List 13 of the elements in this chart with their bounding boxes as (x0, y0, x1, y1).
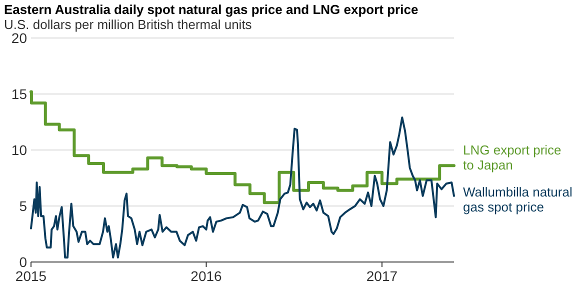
chart-title: Eastern Australia daily spot natural gas price and LNG export price (4, 2, 418, 17)
y-tick-label: 0 (19, 254, 28, 270)
series-label: Wallumbilla natural gas spot price (463, 184, 572, 215)
series-label: LNG export price to Japan (463, 142, 562, 173)
y-tick-label: 15 (11, 86, 28, 102)
chart-subtitle: U.S. dollars per million British thermal units (4, 17, 252, 32)
x-tick-label: 2017 (366, 268, 398, 284)
line-series (30, 116, 455, 259)
x-tick-label: 2016 (190, 268, 222, 284)
y-tick-label: 20 (11, 30, 28, 46)
y-tick-label: 10 (11, 142, 28, 158)
x-tick-label: 2015 (15, 268, 47, 284)
y-tick-label: 5 (19, 198, 28, 214)
